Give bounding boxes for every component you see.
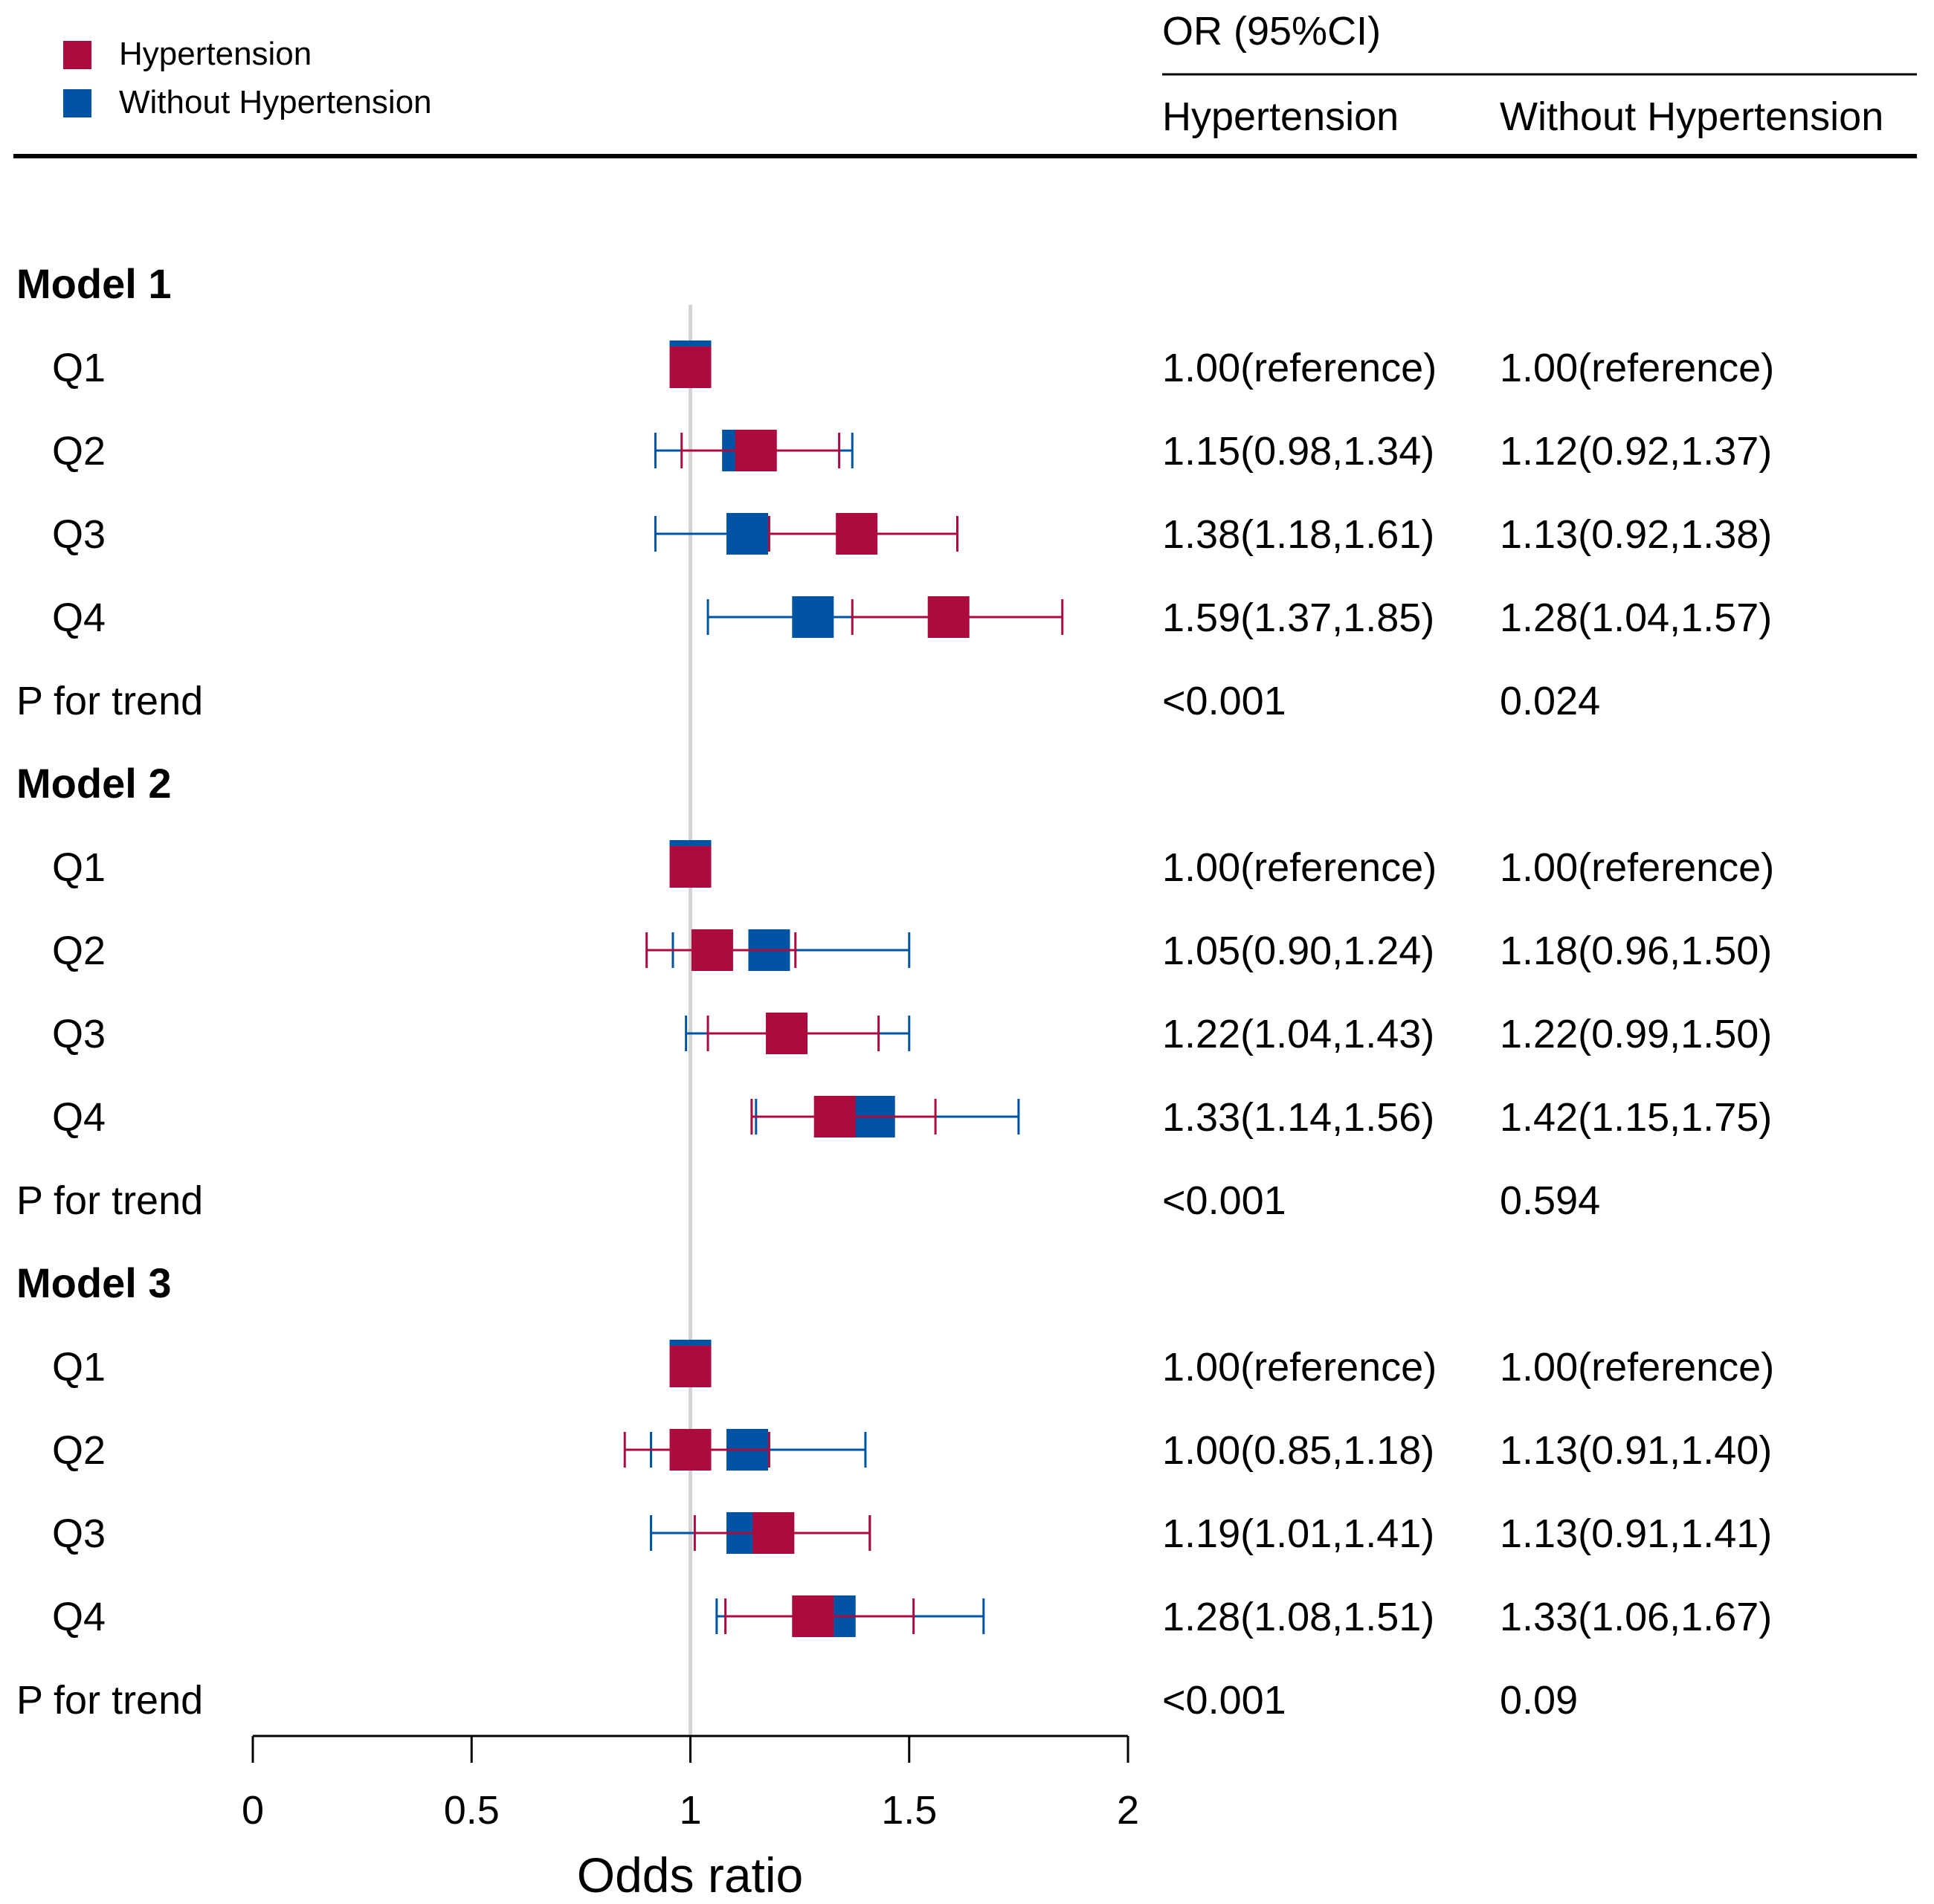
point-estimate-hyp [765,1013,808,1054]
point-estimate-hyp [669,1429,712,1471]
x-tick-label: 1 [679,1788,701,1833]
or-value-hypertension: 1.22(1.04,1.43) [1162,1012,1434,1056]
table-header: OR (95%CI) Hypertension Without Hyperten… [13,9,1917,158]
quartile-label: Q4 [52,1095,106,1140]
quartile-label: Q1 [52,346,106,390]
or-value-without-hypertension: 1.00(reference) [1500,346,1774,390]
quartile-label: Q1 [52,845,106,890]
x-tick-label: 0.5 [444,1788,500,1833]
x-tick-label: 1.5 [881,1788,937,1833]
p-trend-label: P for trend [16,1678,203,1723]
model-title: Model 3 [16,1259,171,1306]
quartile-label: Q2 [52,1428,106,1473]
model-group: Model 1Q1 1.00(reference) 1.00(reference)Q… [16,260,1774,723]
p-trend-without-hypertension: 0.09 [1500,1678,1578,1723]
model-title: Model 1 [16,260,171,307]
or-value-without-hypertension: 1.12(0.92,1.37) [1500,429,1772,474]
point-estimate-hyp [735,430,777,471]
p-trend-label: P for trend [16,679,203,723]
table-row: Q2 1.05(0.90,1.24) 1.18(0.96,1.50) [52,929,1772,973]
x-tick-label: 0 [242,1788,264,1833]
or-value-hypertension: 1.00(reference) [1162,1345,1437,1390]
point-estimate-without [792,596,834,638]
p-trend-hypertension: <0.001 [1162,1178,1286,1223]
legend-swatch-hypertension [63,41,91,69]
quartile-label: Q2 [52,429,106,474]
table-row: Q4 1.33(1.14,1.56) 1.42(1.15,1.75) [52,1095,1772,1140]
column-header-hypertension: Hypertension [1162,94,1399,139]
or-value-hypertension: 1.38(1.18,1.61) [1162,512,1434,557]
p-trend-hypertension: <0.001 [1162,679,1286,723]
or-value-hypertension: 1.59(1.37,1.85) [1162,596,1434,640]
or-value-without-hypertension: 1.13(0.91,1.41) [1500,1511,1772,1556]
or-value-hypertension: 1.00(0.85,1.18) [1162,1428,1434,1473]
quartile-label: Q3 [52,1511,106,1556]
table-row: Q4 1.59(1.37,1.85) 1.28(1.04,1.57) [52,596,1772,640]
or-ci-group-label: OR (95%CI) [1162,9,1381,54]
p-trend-without-hypertension: 0.594 [1500,1178,1600,1223]
or-value-hypertension: 1.19(1.01,1.41) [1162,1511,1434,1556]
quartile-label: Q4 [52,1595,106,1639]
legend-swatch-without-hypertension [63,89,91,117]
legend-label-hypertension: Hypertension [119,36,312,72]
forest-rows: Model 1Q1 1.00(reference) 1.00(reference)Q… [16,260,1774,1723]
table-row: Q3 1.19(1.01,1.41) 1.13(0.91,1.41) [52,1511,1772,1556]
quartile-label: Q3 [52,512,106,557]
p-trend-row: P for trend <0.001 0.09 [16,1678,1578,1723]
point-estimate-hyp [813,1096,856,1137]
table-row: Q1 1.00(reference) 1.00(reference) [52,840,1774,890]
x-ticks: 0 0.5 1 1.5 2 [242,1736,1139,1833]
point-estimate-hyp [792,1595,834,1637]
table-row: Q4 1.28(1.08,1.51) 1.33(1.06,1.67) [52,1595,1772,1639]
or-value-without-hypertension: 1.42(1.15,1.75) [1500,1095,1772,1140]
or-value-without-hypertension: 1.18(0.96,1.50) [1500,929,1772,973]
or-value-hypertension: 1.33(1.14,1.56) [1162,1095,1434,1140]
model-group: Model 2Q1 1.00(reference) 1.00(reference)Q… [16,760,1774,1223]
table-row: Q1 1.00(reference) 1.00(reference) [52,341,1774,390]
point-estimate-hyp [927,596,970,638]
quartile-label: Q4 [52,596,106,640]
point-estimate-hyp [669,846,712,888]
table-row: Q3 1.38(1.18,1.61) 1.13(0.92,1.38) [52,512,1772,557]
p-trend-label: P for trend [16,1178,203,1223]
point-estimate-hyp [836,513,878,555]
or-value-hypertension: 1.00(reference) [1162,346,1437,390]
x-tick-label: 2 [1117,1788,1139,1833]
p-trend-row: P for trend <0.001 0.594 [16,1178,1600,1223]
or-value-without-hypertension: 1.28(1.04,1.57) [1500,596,1772,640]
model-group: Model 3Q1 1.00(reference) 1.00(reference)Q… [16,1259,1774,1723]
point-estimate-hyp [752,1512,795,1554]
or-value-without-hypertension: 1.13(0.91,1.40) [1500,1428,1772,1473]
or-value-without-hypertension: 1.22(0.99,1.50) [1500,1012,1772,1056]
or-value-without-hypertension: 1.00(reference) [1500,845,1774,890]
quartile-label: Q3 [52,1012,106,1056]
legend: Hypertension Without Hypertension [63,36,432,120]
column-header-without-hypertension: Without Hypertension [1500,94,1883,139]
p-trend-hypertension: <0.001 [1162,1678,1286,1723]
table-row: Q3 1.22(1.04,1.43) 1.22(0.99,1.50) [52,1012,1772,1056]
point-estimate-hyp [691,929,733,971]
table-row: Q2 1.00(0.85,1.18) 1.13(0.91,1.40) [52,1428,1772,1473]
point-estimate-hyp [669,1346,712,1387]
p-trend-row: P for trend <0.001 0.024 [16,679,1600,723]
x-axis-label: Odds ratio [577,1847,803,1903]
or-value-without-hypertension: 1.13(0.92,1.38) [1500,512,1772,557]
point-estimate-without [726,513,769,555]
or-value-hypertension: 1.05(0.90,1.24) [1162,929,1434,973]
table-row: Q2 1.15(0.98,1.34) 1.12(0.92,1.37) [52,429,1772,474]
or-value-hypertension: 1.28(1.08,1.51) [1162,1595,1434,1639]
table-row: Q1 1.00(reference) 1.00(reference) [52,1340,1774,1390]
quartile-label: Q2 [52,929,106,973]
model-title: Model 2 [16,760,171,807]
legend-label-without-hypertension: Without Hypertension [119,84,432,120]
quartile-label: Q1 [52,1345,106,1390]
or-value-without-hypertension: 1.33(1.06,1.67) [1500,1595,1772,1639]
point-estimate-hyp [669,346,712,388]
or-value-hypertension: 1.15(0.98,1.34) [1162,429,1434,474]
or-value-hypertension: 1.00(reference) [1162,845,1437,890]
x-axis: 0 0.5 1 1.5 2 Odds ratio [242,1734,1139,1903]
or-value-without-hypertension: 1.00(reference) [1500,1345,1774,1390]
p-trend-without-hypertension: 0.024 [1500,679,1600,723]
